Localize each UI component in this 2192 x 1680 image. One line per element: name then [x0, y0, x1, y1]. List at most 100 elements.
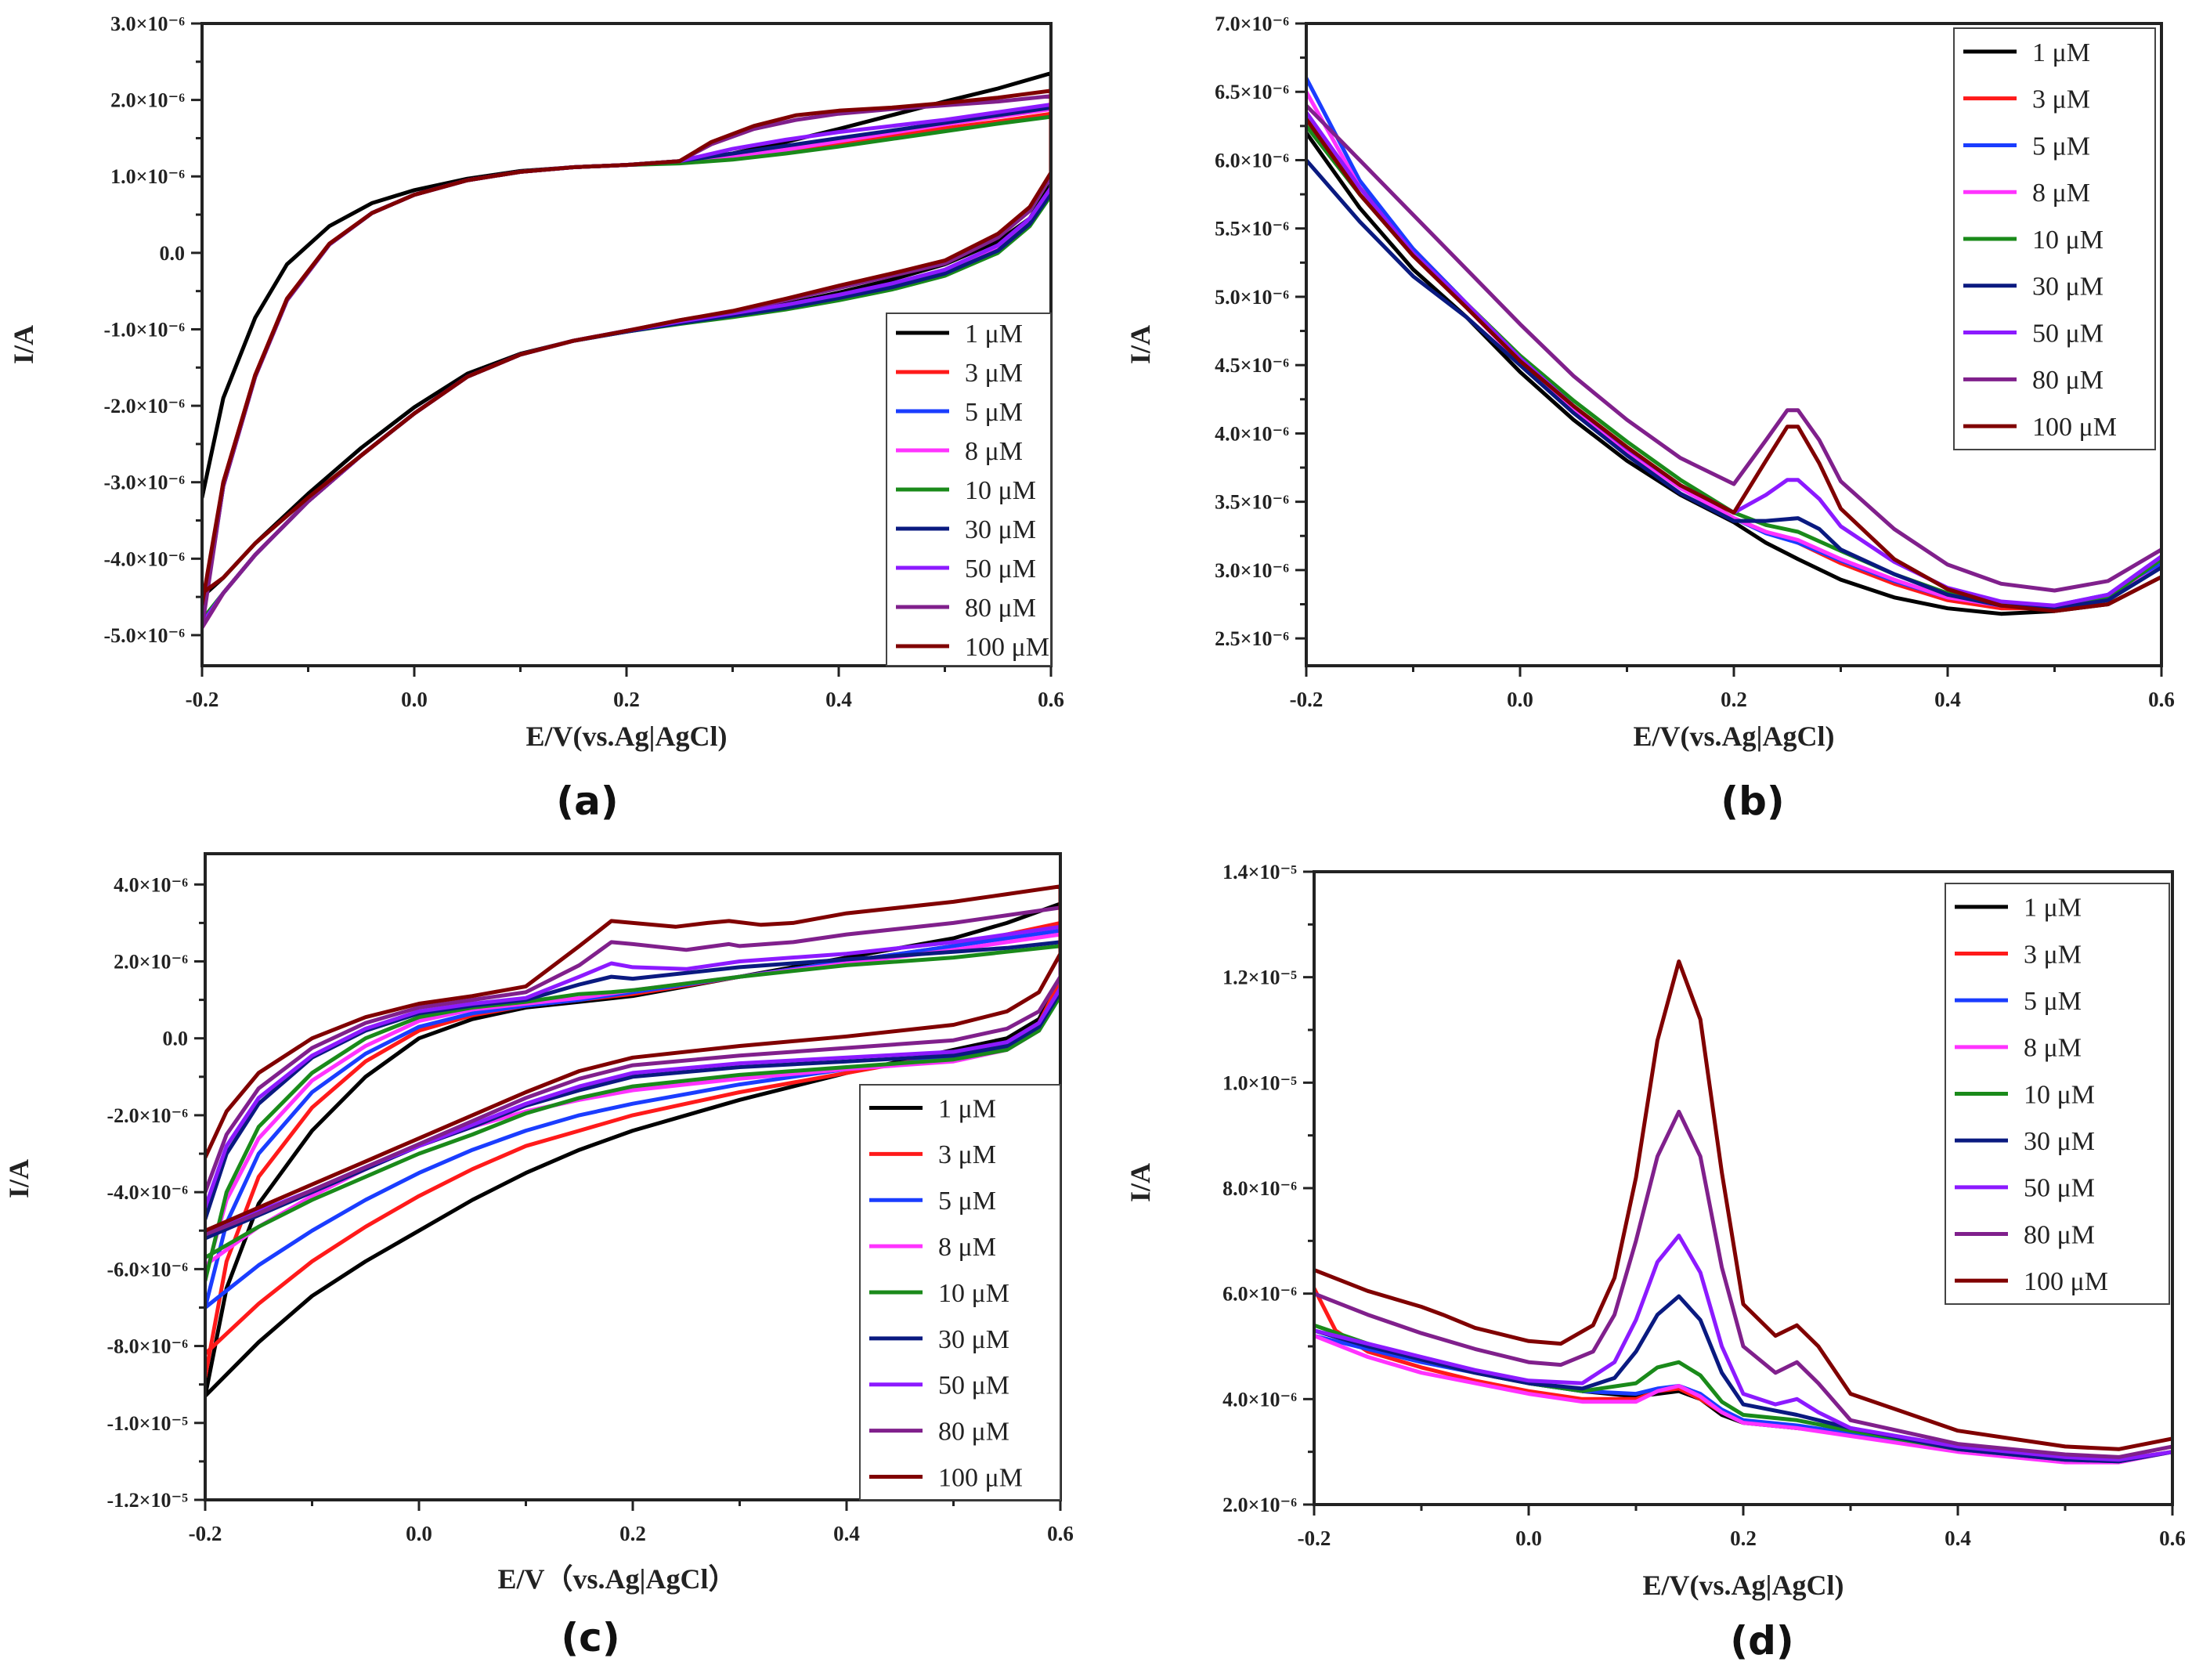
y-tick-label: 3.0×10⁻⁶: [110, 13, 185, 35]
x-tick-label: -0.2: [186, 688, 219, 711]
legend-label: 3 μM: [2032, 85, 2090, 114]
y-tick-label: 2.0×10⁻⁶: [114, 951, 188, 974]
legend: 1 μM 3 μM 5 μM 8 μM 10 μM 30 μM 50 μM 80 μM 100 …: [1945, 883, 2170, 1305]
x-axis-label: E/V（vs.Ag|AgCl）: [498, 1563, 737, 1595]
y-tick-label: 2.5×10⁻⁶: [1215, 627, 1289, 650]
legend-label: 50 μM: [2032, 319, 2104, 348]
chart-panel-c: -0.2 0.0 0.2 0.4 0.6 4.0×10⁻⁶ 2.0×10⁻⁶ 0.0 -2.0×…: [3, 852, 1074, 1660]
y-tick-label: -1.0×10⁻⁵: [107, 1412, 189, 1435]
y-tick-label: 3.0×10⁻⁶: [1215, 559, 1289, 582]
legend-label: 80 μM: [938, 1418, 1009, 1447]
y-tick-label: 6.5×10⁻⁶: [1215, 81, 1289, 103]
legend-label: 5 μM: [938, 1187, 996, 1216]
y-tick-label: 4.5×10⁻⁶: [1215, 354, 1289, 377]
y-tick-label: -2.0×10⁻⁶: [104, 395, 186, 417]
legend-label: 1 μM: [965, 320, 1023, 349]
series-line-5: [205, 944, 1060, 1283]
y-tick-label: 1.2×10⁻⁵: [1222, 966, 1297, 989]
legend-label: 100 μM: [938, 1463, 1023, 1492]
x-tick-label: 0.0: [1507, 688, 1533, 711]
series-group: [205, 884, 1060, 1398]
y-axis-label: I/A: [3, 1159, 34, 1198]
y-tick-label: -2.0×10⁻⁶: [107, 1104, 189, 1127]
y-tick-label: -1.0×10⁻⁶: [104, 318, 186, 341]
y-tick-label: 5.0×10⁻⁶: [1215, 286, 1289, 309]
series-line-4: [1314, 1334, 2172, 1465]
legend-label: 10 μM: [938, 1279, 1009, 1308]
series-line-7: [205, 924, 1060, 1233]
legend-label: 30 μM: [2032, 273, 2104, 302]
y-tick-label: 8.0×10⁻⁶: [1222, 1177, 1297, 1200]
series-line-8: [205, 905, 1060, 1237]
panel-caption: (c): [561, 1615, 619, 1660]
panel-caption: (a): [556, 779, 618, 824]
x-tick-label: 0.6: [2159, 1526, 2186, 1550]
legend-label: 80 μM: [965, 594, 1036, 623]
series-line-2: [205, 920, 1060, 1379]
y-tick-label: 7.0×10⁻⁶: [1215, 13, 1289, 35]
x-tick-label: -0.2: [1298, 1526, 1331, 1550]
x-axis-label: E/V(vs.Ag|AgCl): [1643, 1570, 1844, 1601]
x-tick-label: 0.4: [1934, 688, 1961, 711]
x-tick-label: 0.6: [1038, 688, 1064, 711]
series-line-1: [205, 901, 1060, 1398]
legend-label: 3 μM: [2024, 940, 2082, 969]
y-tick-label: 6.0×10⁻⁶: [1215, 149, 1289, 172]
panel-caption: (b): [1721, 779, 1785, 824]
series-line-3: [205, 928, 1060, 1310]
y-axis-label: I/A: [1125, 1163, 1156, 1202]
series-line-7: [1314, 1234, 2172, 1462]
legend-label: 5 μM: [2024, 987, 2082, 1016]
y-tick-label: -6.0×10⁻⁶: [107, 1258, 189, 1281]
legend-label: 80 μM: [2024, 1220, 2095, 1249]
legend-label: 30 μM: [938, 1325, 1009, 1354]
series-line-9: [1306, 117, 2161, 613]
x-tick-label: 0.2: [1730, 1526, 1757, 1550]
y-tick-label: 1.0×10⁻⁶: [110, 165, 185, 188]
series-line-9: [202, 89, 1051, 607]
y-axis-label: I/A: [8, 325, 39, 364]
x-tick-label: 0.4: [833, 1522, 860, 1545]
series-group: [1306, 76, 2161, 616]
legend-label: 10 μM: [2024, 1080, 2095, 1109]
legend-label: 3 μM: [965, 359, 1023, 388]
x-tick-label: 0.2: [1721, 688, 1747, 711]
legend-label: 8 μM: [965, 437, 1023, 466]
series-line-7: [1306, 110, 2161, 608]
y-tick-label: 2.0×10⁻⁶: [110, 89, 185, 112]
x-tick-label: 0.2: [619, 1522, 646, 1545]
y-tick-label: 3.5×10⁻⁶: [1215, 491, 1289, 514]
y-tick-label: 5.5×10⁻⁶: [1215, 218, 1289, 240]
y-tick-label: -4.0×10⁻⁶: [107, 1181, 189, 1204]
panel-caption: (d): [1730, 1618, 1794, 1664]
x-tick-label: 0.0: [406, 1522, 432, 1545]
legend-label: 1 μM: [2032, 38, 2090, 67]
series-line-8: [1306, 103, 2161, 593]
x-axis-label: E/V(vs.Ag|AgCl): [1634, 721, 1835, 752]
y-tick-label: -3.0×10⁻⁶: [104, 471, 186, 494]
y-tick-label: -5.0×10⁻⁶: [104, 624, 186, 647]
y-tick-label: 0.0: [163, 1028, 189, 1050]
legend-label: 30 μM: [965, 515, 1036, 544]
legend-label: 50 μM: [938, 1371, 1009, 1400]
legend-label: 8 μM: [938, 1233, 996, 1262]
legend-label: 8 μM: [2032, 179, 2090, 208]
x-tick-label: 0.6: [1047, 1522, 1074, 1545]
legend-label: 5 μM: [965, 398, 1023, 427]
legend-label: 50 μM: [965, 555, 1036, 583]
series-group: [202, 71, 1051, 630]
series-line-8: [1314, 1109, 2172, 1459]
legend-label: 5 μM: [2032, 132, 2090, 161]
legend-label: 1 μM: [2024, 894, 2082, 923]
legend-label: 3 μM: [938, 1140, 996, 1169]
legend: 1 μM 3 μM 5 μM 8 μM 10 μM 30 μM 50 μM 80 μM 100 …: [1953, 27, 2156, 450]
series-line-6: [1314, 1294, 2172, 1464]
chart-panel-b: -0.2 0.0 0.2 0.4 0.6 7.0×10⁻⁶ 6.5×10⁻⁶ 6.0×10⁻⁶…: [1125, 13, 2175, 824]
chart-panel-a: -0.2 0.0 0.2 0.4 0.6 3.0×10⁻⁶ 2.0×10⁻⁶ 1.0×10⁻⁶…: [8, 13, 1064, 824]
x-tick-label: 0.6: [2148, 688, 2175, 711]
chart-panel-d: -0.2 0.0 0.2 0.4 0.6 1.4×10⁻⁵ 1.2×10⁻⁵ 1.0×10⁻⁵…: [1125, 861, 2186, 1664]
legend-label: 10 μM: [2032, 226, 2104, 255]
legend-label: 100 μM: [965, 633, 1049, 662]
y-tick-label: 4.0×10⁻⁶: [1222, 1388, 1297, 1411]
legend-label: 50 μM: [2024, 1174, 2095, 1203]
